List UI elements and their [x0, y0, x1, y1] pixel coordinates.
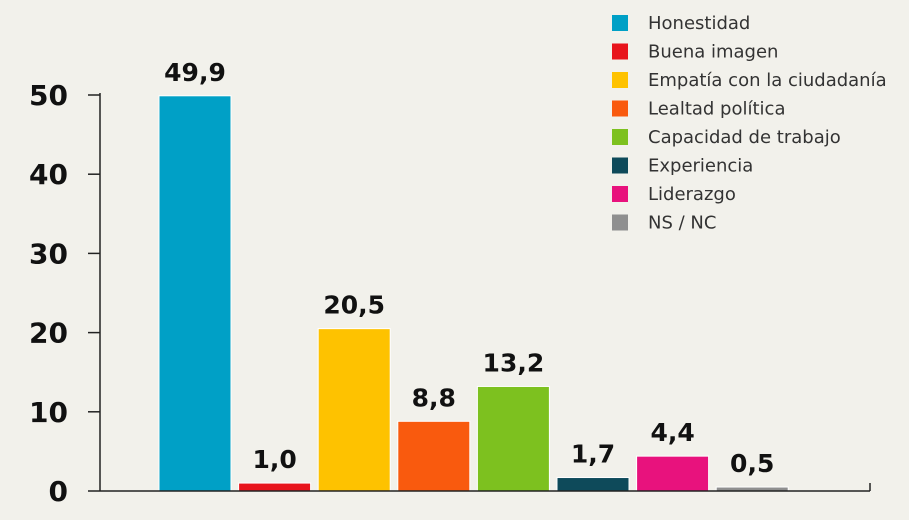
legend-label: Experiencia	[648, 156, 753, 177]
legend-label: Empatía con la ciudadanía	[648, 70, 887, 91]
legend-swatch	[612, 43, 628, 60]
value-label: 4,4	[650, 418, 694, 447]
value-label: 8,8	[412, 383, 456, 412]
bar	[317, 328, 391, 492]
legend-label: Lealtad política	[648, 99, 785, 120]
y-tick-label: 40	[29, 158, 68, 191]
value-label: 0,5	[730, 449, 774, 478]
y-tick-label: 20	[29, 317, 68, 350]
legend-swatch	[612, 214, 628, 231]
legend-label: Liderazgo	[648, 184, 736, 205]
y-tick-label: 30	[29, 237, 68, 270]
y-tick-label: 10	[29, 396, 68, 429]
bar	[397, 420, 471, 492]
bar	[238, 482, 312, 492]
legend-swatch	[612, 72, 628, 88]
legend-label: Buena imagen	[648, 42, 778, 63]
legend-swatch	[612, 129, 628, 145]
value-label: 1,0	[252, 445, 296, 474]
value-label: 1,7	[571, 440, 615, 469]
legend-swatch	[612, 100, 628, 117]
legend-label: Capacidad de trabajo	[648, 127, 841, 148]
y-tick-label: 0	[49, 475, 68, 508]
legend-swatch	[612, 157, 628, 174]
bar	[556, 477, 630, 492]
legend-label: NS / NC	[648, 213, 716, 234]
y-tick-label: 50	[29, 79, 68, 112]
legend-label: Honestidad	[648, 13, 750, 34]
bar	[476, 385, 550, 492]
legend-swatch	[612, 15, 628, 31]
bar	[158, 95, 232, 492]
value-label: 13,2	[483, 348, 545, 377]
value-label: 49,9	[164, 58, 226, 87]
bar	[636, 455, 710, 492]
value-label: 20,5	[323, 291, 385, 320]
legend-swatch	[612, 186, 628, 202]
